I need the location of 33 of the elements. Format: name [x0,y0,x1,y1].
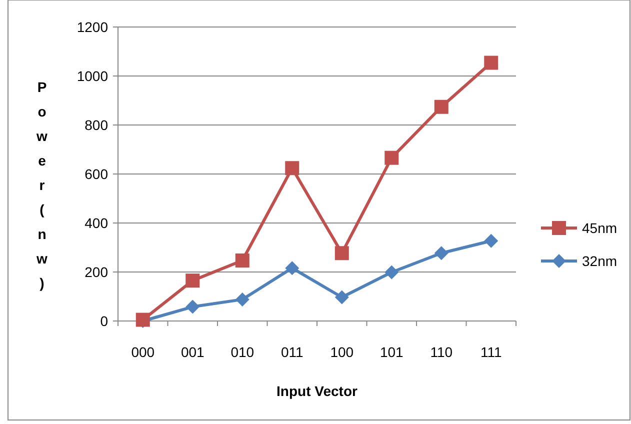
x-tick-label: 101 [380,344,404,360]
point [334,246,349,260]
x-tick-label: 100 [330,344,354,360]
x-tick-label: 011 [280,344,304,360]
y-tick-label: 1000 [76,68,108,84]
point [235,253,250,268]
point [434,100,448,114]
point [484,56,498,70]
point [384,265,399,280]
y-tick-label: 600 [84,166,108,182]
point [285,261,300,276]
y-tick-label: 800 [84,117,108,133]
y-tick-label: 1200 [76,19,108,35]
y-tick-label: 200 [84,264,108,280]
legend-label: 32nm [582,253,618,269]
legend-label: 45nm [582,220,618,236]
point [285,161,300,176]
point [186,300,200,314]
y-tick-label: 400 [84,215,108,231]
text: Power(nw) [36,79,48,291]
point [384,150,399,165]
point [484,234,498,248]
x-tick-label: 111 [480,344,502,360]
x-tick-label: 000 [131,344,155,360]
x-tick-label: 110 [430,344,453,360]
y-tick-label: 0 [100,313,108,329]
point [334,290,349,304]
point [235,292,250,306]
x-tick-label: 010 [230,344,254,360]
point [186,274,200,288]
x-axis-title: Input Vector [276,383,358,399]
point [434,246,448,260]
x-tick-label: 001 [180,344,205,360]
